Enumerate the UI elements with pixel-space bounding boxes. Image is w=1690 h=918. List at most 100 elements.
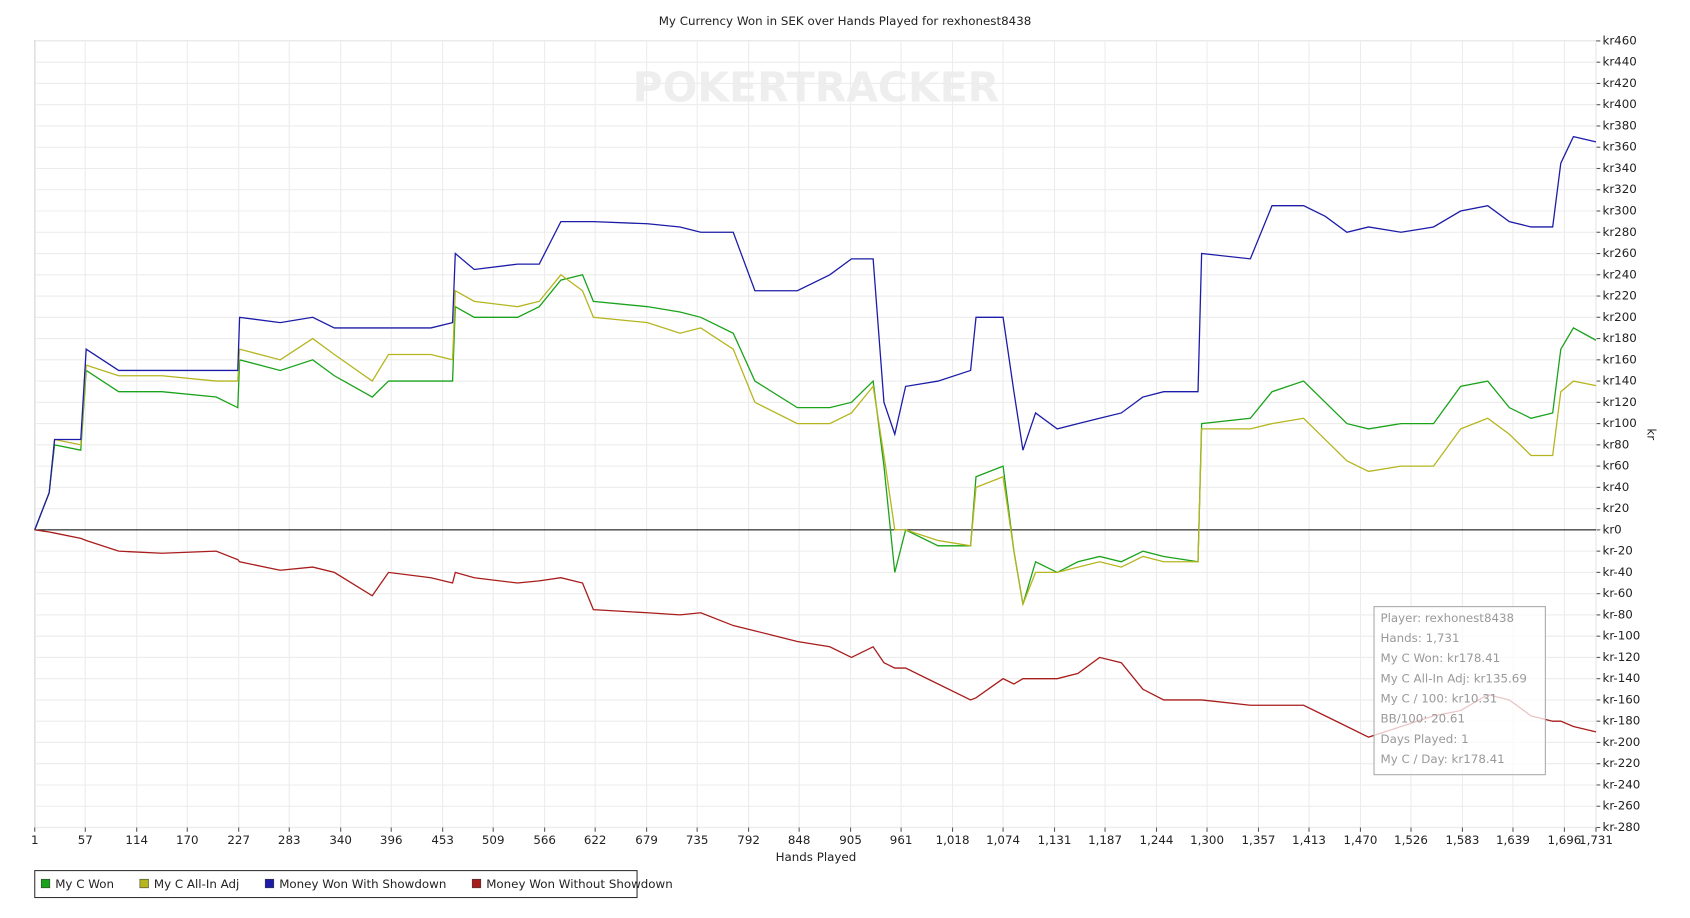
x-tick-label: 509 <box>482 833 505 847</box>
y-tick-label: kr120 <box>1602 395 1636 409</box>
legend-label: Money Won With Showdown <box>279 877 446 891</box>
legend-label: My C Won <box>55 877 114 891</box>
x-tick-label: 114 <box>125 833 148 847</box>
x-tick-label: 905 <box>839 833 862 847</box>
y-tick-label: kr380 <box>1602 118 1636 132</box>
tooltip-line: BB/100: 20.61 <box>1381 712 1466 726</box>
x-tick-label: 453 <box>431 833 454 847</box>
y-tick-label: kr-80 <box>1602 607 1632 621</box>
y-tick-label: kr340 <box>1602 161 1636 175</box>
y-tick-label: kr60 <box>1602 459 1629 473</box>
y-tick-label: kr160 <box>1602 352 1636 366</box>
series-line <box>34 274 1597 605</box>
x-tick-label: 340 <box>329 833 352 847</box>
y-axis-label: kr <box>1644 428 1658 440</box>
y-tick-label: kr-280 <box>1602 820 1640 834</box>
y-tick-label: kr140 <box>1602 374 1636 388</box>
y-tick-label: kr40 <box>1602 480 1629 494</box>
y-tick-label: kr260 <box>1602 246 1636 260</box>
x-tick-label: 1,413 <box>1292 833 1326 847</box>
y-tick-label: kr360 <box>1602 140 1636 154</box>
x-tick-label: 622 <box>584 833 607 847</box>
x-tick-label: 961 <box>890 833 913 847</box>
y-tick-label: kr460 <box>1602 33 1636 47</box>
legend-swatch <box>471 878 482 889</box>
y-tick-label: kr-140 <box>1602 671 1640 685</box>
grid: kr460 kr440 kr420 kr400 kr380 kr360 kr340 kr320… <box>31 33 1640 846</box>
tooltip-line: My C / 100: kr10.31 <box>1381 692 1498 706</box>
tooltip-line: My C Won: kr178.41 <box>1381 651 1501 665</box>
y-tick-label: kr200 <box>1602 310 1636 324</box>
legend-swatch <box>139 878 149 889</box>
x-tick-label: 1,639 <box>1496 833 1530 847</box>
x-tick-label: 1,731 <box>1579 833 1613 847</box>
x-tick-label: 1,357 <box>1242 833 1276 847</box>
tooltip-line: Days Played: 1 <box>1381 732 1469 746</box>
y-tick-label: kr420 <box>1602 76 1636 90</box>
x-tick-label: 1 <box>31 833 39 847</box>
y-tick-label: kr-200 <box>1602 735 1640 749</box>
y-tick-label: kr-40 <box>1602 565 1632 579</box>
x-tick-label: 1,583 <box>1445 833 1479 847</box>
x-tick-label: 566 <box>533 833 556 847</box>
x-tick-label: 1,526 <box>1394 833 1428 847</box>
y-tick-label: kr-260 <box>1602 799 1640 813</box>
series-line <box>34 135 1597 531</box>
x-axis-label: Hands Played <box>776 850 857 864</box>
y-tick-label: kr400 <box>1602 97 1636 111</box>
y-tick-label: kr0 <box>1602 522 1621 536</box>
x-tick-label: 283 <box>278 833 301 847</box>
x-tick-label: 396 <box>380 833 403 847</box>
legend-box <box>34 870 638 899</box>
x-tick-label: 1,131 <box>1038 833 1072 847</box>
legend: My C Won My C All-In Adj Money Won With Sh… <box>34 870 673 899</box>
tooltip: Player: rexhonest8438 Hands: 1,731 My C Wo… <box>1373 606 1546 776</box>
y-tick-label: kr-20 <box>1602 544 1632 558</box>
y-tick-label: kr-100 <box>1602 629 1640 643</box>
legend-label: My C All-In Adj <box>154 877 239 891</box>
legend-label: Money Won Without Showdown <box>486 877 673 891</box>
y-tick-label: kr180 <box>1602 331 1636 345</box>
y-tick-label: kr-220 <box>1602 756 1640 770</box>
tooltip-line: My C All-In Adj: kr135.69 <box>1381 671 1527 685</box>
lines <box>34 135 1597 738</box>
y-tick-label: kr80 <box>1602 437 1629 451</box>
watermark: POKERTRACKER <box>633 64 1000 112</box>
x-tick-label: 1,018 <box>936 833 970 847</box>
x-tick-label: 735 <box>686 833 709 847</box>
x-tick-label: 1,696 <box>1547 833 1581 847</box>
tooltip-box <box>1373 606 1546 776</box>
x-tick-label: 1,187 <box>1088 833 1122 847</box>
legend-swatch <box>264 878 275 889</box>
legend-swatch <box>40 878 51 889</box>
y-tick-label: kr-160 <box>1602 692 1640 706</box>
x-tick-label: 1,470 <box>1343 833 1377 847</box>
x-tick-label: 57 <box>78 833 93 847</box>
y-tick-label: kr240 <box>1602 267 1636 281</box>
y-tick-label: kr320 <box>1602 182 1636 196</box>
chart-title: My Currency Won in SEK over Hands Played… <box>659 14 1032 28</box>
x-tick-label: 848 <box>788 833 811 847</box>
plot-area <box>34 40 1597 829</box>
y-tick-label: kr-240 <box>1602 777 1640 791</box>
y-tick-label: kr-60 <box>1602 586 1632 600</box>
series-line <box>34 273 1597 607</box>
y-tick-label: kr-180 <box>1602 714 1640 728</box>
y-tick-label: kr220 <box>1602 289 1636 303</box>
y-tick-label: kr100 <box>1602 416 1636 430</box>
x-tick-label: 679 <box>635 833 658 847</box>
y-tick-label: kr440 <box>1602 55 1636 69</box>
tooltip-line: Hands: 1,731 <box>1381 631 1460 645</box>
tooltip-line: Player: rexhonest8438 <box>1381 611 1515 625</box>
x-tick-label: 1,244 <box>1140 833 1174 847</box>
tooltip-line: My C / Day: kr178.41 <box>1381 752 1505 766</box>
series-line <box>34 529 1597 738</box>
x-tick-label: 170 <box>176 833 199 847</box>
x-tick-label: 792 <box>737 833 760 847</box>
x-tick-label: 227 <box>227 833 250 847</box>
x-tick-label: 1,300 <box>1190 833 1224 847</box>
y-tick-label: kr300 <box>1602 204 1636 218</box>
y-tick-label: kr20 <box>1602 501 1629 515</box>
